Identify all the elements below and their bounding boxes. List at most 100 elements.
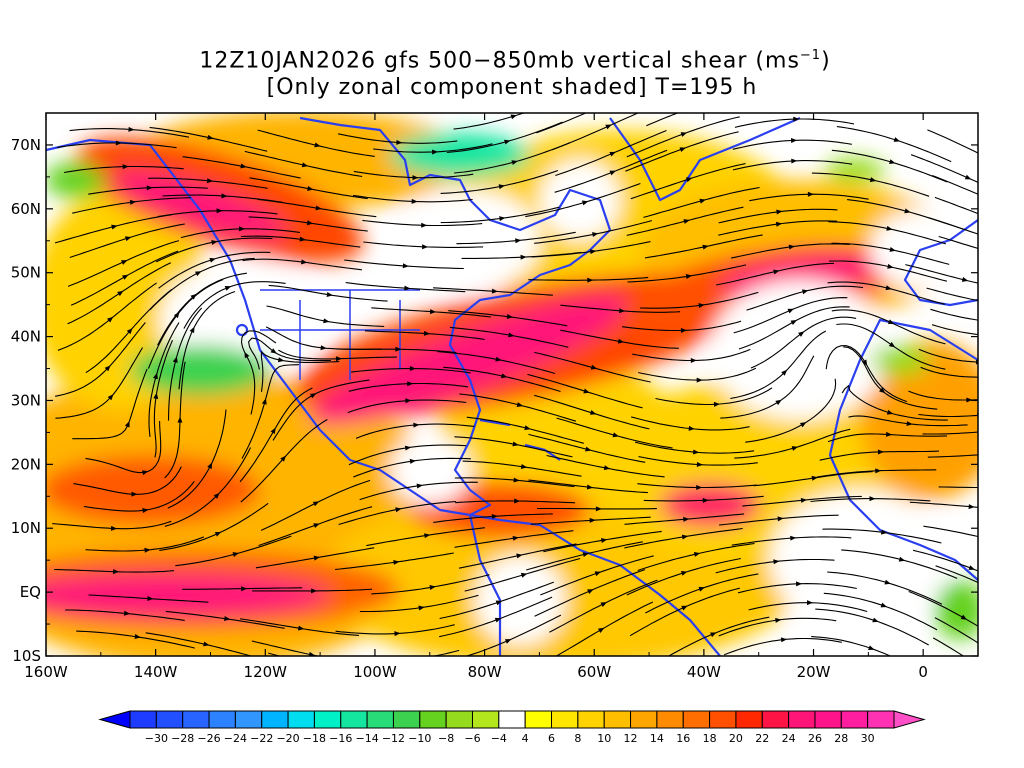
streamline-arrowhead — [587, 589, 594, 594]
streamline-arrowhead — [987, 451, 993, 456]
colorbar-label: 16 — [676, 732, 690, 745]
us-borders — [260, 289, 420, 380]
streamline-arrowhead — [612, 432, 619, 438]
streamline-arrowhead — [395, 346, 402, 352]
streamline-arrowhead — [869, 177, 877, 183]
latitude-axis: 70N 60N 50N 40N 30N 20N 10N EQ 10S — [11, 136, 978, 665]
streamline-arrowhead — [981, 429, 987, 435]
north-america-coast — [46, 116, 612, 517]
colorbar-label: −26 — [197, 732, 220, 745]
streamline-arrowhead — [270, 427, 276, 435]
streamline-arrowhead — [172, 356, 178, 363]
streamline-arrowhead — [799, 422, 807, 428]
greenland-coast — [609, 116, 801, 202]
streamline-arrowhead — [111, 224, 118, 230]
streamline-arrowhead — [587, 277, 594, 283]
colorbar-label: −22 — [250, 732, 273, 745]
colorbar-swatch — [129, 710, 157, 729]
streamline-arrowhead — [681, 534, 689, 540]
streamline-arrowhead — [978, 375, 984, 380]
streamline-arrowhead — [869, 496, 876, 502]
streamline-arrowhead — [126, 328, 133, 335]
streamline — [646, 113, 680, 127]
streamline-arrowhead — [128, 126, 135, 132]
streamline — [931, 324, 978, 336]
colorbar-swatch — [761, 710, 790, 729]
streamline-arrowhead — [499, 216, 506, 222]
streamline-arrowhead — [609, 151, 616, 157]
lon-tick-label: 120W — [244, 663, 288, 681]
caribbean-islands — [479, 418, 561, 461]
streamline-arrowhead — [153, 392, 159, 400]
streamline-arrowhead — [107, 394, 114, 401]
streamline-arrowhead — [701, 100, 708, 107]
streamline-arrowhead — [600, 538, 608, 543]
streamline-arrowhead — [885, 431, 893, 437]
streamline-arrowhead — [206, 178, 214, 184]
streamline-arrowhead — [680, 571, 688, 576]
colorbar-swatch — [577, 710, 605, 729]
streamline-arrowhead — [589, 517, 596, 523]
colorbar-swatch — [682, 710, 711, 729]
streamline-arrowhead — [301, 162, 309, 168]
colorbar-label: 8 — [574, 732, 581, 745]
colorbar-swatch — [709, 710, 737, 729]
streamline-arrowhead — [429, 309, 437, 315]
streamline-arrowhead — [892, 672, 900, 679]
streamline-arrowhead — [129, 199, 137, 205]
colorbar-label: 20 — [729, 732, 743, 745]
streamline-arrowhead — [313, 555, 320, 561]
streamline-arrowhead — [791, 446, 799, 451]
streamline-arrowhead — [146, 185, 153, 191]
streamline-arrowhead — [693, 449, 700, 455]
streamline-arrowhead — [998, 485, 1004, 490]
streamline-arrowhead — [886, 409, 894, 415]
streamline-arrowhead — [881, 529, 888, 535]
streamline-arrowhead — [491, 288, 498, 294]
streamline-arrowhead — [203, 641, 210, 647]
streamline-arrowhead — [495, 600, 503, 606]
streamline-arrowhead — [984, 299, 991, 305]
streamline-arrowhead — [605, 124, 612, 130]
title-line1-suffix: ) — [821, 48, 831, 74]
streamline-arrowhead — [995, 251, 1002, 257]
streamline-arrowhead — [508, 332, 515, 338]
streamline-arrowhead — [261, 398, 267, 405]
streamline-arrowhead — [399, 657, 405, 662]
colorbar-label: 6 — [548, 732, 555, 745]
streamline-arrowhead — [702, 244, 709, 250]
streamline-arrowhead — [513, 477, 520, 483]
streamline-arrowhead — [315, 205, 322, 211]
streamline-arrowhead — [270, 348, 277, 354]
lon-tick-label: 20W — [797, 663, 831, 681]
streamline-arrowhead — [516, 553, 523, 559]
streamline-arrowhead — [773, 559, 780, 565]
streamline-arrowhead — [696, 377, 703, 383]
streamline-arrowhead — [780, 637, 788, 643]
streamline-arrowhead — [775, 617, 782, 623]
streamline-arrowhead — [585, 446, 592, 452]
streamline-arrowhead — [609, 170, 616, 176]
streamline-arrowhead — [592, 232, 599, 238]
streamline-arrowhead — [877, 449, 884, 455]
streamline-arrowhead — [960, 614, 968, 620]
streamline-arrowhead — [583, 388, 590, 394]
streamline-arrowhead — [142, 508, 149, 513]
streamline-arrowhead — [713, 401, 720, 407]
streamline-arrowhead — [520, 464, 528, 469]
colorbar-swatch — [445, 710, 473, 729]
colorbar-label: −24 — [224, 732, 247, 745]
streamline-arrowhead — [216, 208, 223, 214]
colorbar-label: −20 — [276, 732, 299, 745]
colorbar-label: 24 — [782, 732, 796, 745]
colorbar-swatch — [603, 710, 632, 729]
streamline — [536, 113, 587, 134]
streamline-arrowhead — [307, 186, 314, 191]
streamline-arrowhead — [590, 249, 597, 255]
streamline-arrowhead — [147, 596, 154, 602]
colorbar-swatch — [867, 710, 895, 729]
colorbar-swatch — [498, 710, 526, 729]
colorbar-label: −6 — [464, 732, 480, 745]
streamline-arrowhead — [516, 402, 524, 407]
